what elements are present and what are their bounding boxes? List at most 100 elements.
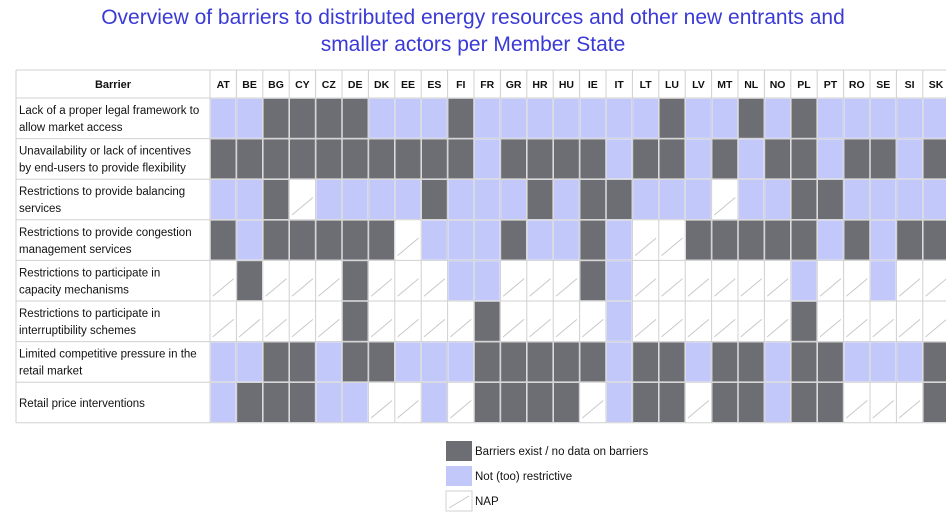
cell-5-pt	[817, 261, 843, 301]
cell-4-gr	[501, 220, 527, 260]
cell-3-gr	[501, 179, 527, 220]
cell-2-gr	[501, 139, 527, 179]
cell-8-dk	[369, 382, 395, 423]
cell-2-se	[870, 139, 896, 179]
cell-8-hr	[527, 382, 553, 423]
cell-4-ie	[580, 220, 606, 260]
cell-1-ee	[395, 98, 421, 138]
cell-5-be	[237, 261, 263, 301]
cell-4-hu	[553, 220, 579, 260]
column-header-hu: HU	[559, 79, 574, 91]
cell-1-at	[210, 98, 236, 138]
cell-6-lv	[685, 301, 711, 341]
cell-2-cy	[289, 139, 315, 179]
cell-6-it	[606, 301, 632, 341]
cell-7-lu	[659, 342, 685, 382]
cell-3-sk	[923, 179, 946, 220]
cell-7-lv	[685, 342, 711, 382]
cell-4-cz	[316, 220, 342, 260]
legend-item-3	[445, 490, 473, 512]
cell-8-mt	[712, 382, 738, 423]
chart-title-line-2: smaller actors per Member State	[320, 33, 626, 56]
column-header-de: DE	[348, 79, 363, 91]
cell-8-lt	[633, 382, 659, 423]
legend-item-1	[446, 441, 472, 461]
row-label-6: Restrictions to participate in interrupti…	[19, 308, 160, 337]
chart-title: Overview of barriers to distributed ener…	[0, 4, 946, 58]
cell-4-sk	[923, 220, 946, 260]
cell-5-cy	[289, 261, 315, 301]
cell-7-cy	[289, 342, 315, 382]
cell-3-nl	[738, 179, 764, 220]
cell-2-ee	[395, 139, 421, 179]
cell-7-fi	[448, 342, 474, 382]
cell-2-lu	[659, 139, 685, 179]
cell-6-no	[765, 301, 791, 341]
cell-7-ee	[395, 342, 421, 382]
cell-1-fr	[474, 98, 500, 138]
cell-5-dk	[369, 261, 395, 301]
cell-4-no	[765, 220, 791, 260]
cell-3-dk	[369, 179, 395, 220]
cell-3-lv	[685, 179, 711, 220]
cell-5-de	[342, 261, 368, 301]
row-label-1: Lack of a proper legal framework to allow…	[19, 105, 199, 134]
cell-1-gr	[501, 98, 527, 138]
cell-2-es	[421, 139, 447, 179]
cell-6-pt	[817, 301, 843, 341]
cell-1-si	[897, 98, 923, 138]
cell-6-nl	[738, 301, 764, 341]
cell-6-ro	[844, 301, 870, 341]
cell-6-cy	[289, 301, 315, 341]
column-header-gr: GR	[506, 79, 522, 91]
cell-1-hu	[553, 98, 579, 138]
cell-5-fr	[474, 261, 500, 301]
cell-4-cy	[289, 220, 315, 260]
cell-6-de	[342, 301, 368, 341]
cell-5-fi	[448, 261, 474, 301]
cell-5-sk	[923, 261, 946, 301]
cell-5-gr	[501, 261, 527, 301]
cell-3-hr	[527, 179, 553, 220]
cell-4-pl	[791, 220, 817, 260]
cell-2-pl	[791, 139, 817, 179]
cell-2-dk	[369, 139, 395, 179]
cell-6-es	[421, 301, 447, 341]
cell-7-gr	[501, 342, 527, 382]
row-label-8: Retail price interventions	[19, 398, 145, 410]
row-label-5: Restrictions to participate in capacity m…	[19, 267, 160, 296]
cell-4-bg	[263, 220, 289, 260]
cell-4-ee	[395, 220, 421, 260]
column-header-bg: BG	[268, 79, 284, 91]
cell-6-gr	[501, 301, 527, 341]
cell-6-mt	[712, 301, 738, 341]
cell-8-lu	[659, 382, 685, 423]
cell-6-bg	[263, 301, 289, 341]
cell-8-si	[897, 382, 923, 423]
column-header-pt: PT	[824, 79, 838, 91]
cell-7-mt	[712, 342, 738, 382]
cell-1-se	[870, 98, 896, 138]
cell-2-fr	[474, 139, 500, 179]
cell-5-hu	[553, 261, 579, 301]
cell-6-lu	[659, 301, 685, 341]
legend-label-2: Not (too) restrictive	[475, 471, 572, 483]
column-header-cy: CY	[295, 79, 310, 91]
cell-8-se	[870, 382, 896, 423]
legend-label-1: Barriers exist / no data on barriers	[475, 446, 648, 458]
cell-5-si	[897, 261, 923, 301]
cell-6-si	[897, 301, 923, 341]
cell-3-no	[765, 179, 791, 220]
cell-6-fi	[448, 301, 474, 341]
cell-1-nl	[738, 98, 764, 138]
cell-5-at	[210, 261, 236, 301]
cell-7-be	[237, 342, 263, 382]
cell-4-dk	[369, 220, 395, 260]
column-header-mt: MT	[717, 79, 733, 91]
cell-3-fi	[448, 179, 474, 220]
cell-4-si	[897, 220, 923, 260]
cell-4-se	[870, 220, 896, 260]
column-header-lu: LU	[665, 79, 679, 91]
cell-3-bg	[263, 179, 289, 220]
cell-3-se	[870, 179, 896, 220]
